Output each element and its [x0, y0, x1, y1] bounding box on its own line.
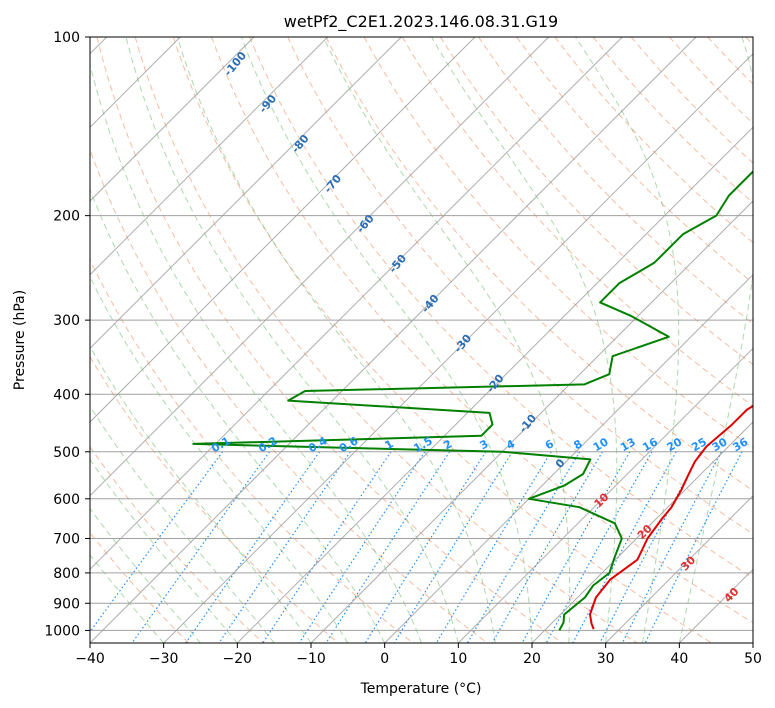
isotherm-line — [90, 37, 476, 423]
moist-adiabat — [90, 554, 165, 643]
mixing-ratio-line — [572, 451, 677, 643]
dry-adiabat — [90, 258, 414, 643]
mixing-ratio-line — [491, 451, 604, 643]
isotherm-line — [163, 52, 753, 643]
moist-adiabat — [90, 507, 201, 643]
mixing-ratio-line — [545, 451, 653, 643]
dry-adiabat — [287, 37, 753, 535]
plot-background — [90, 37, 753, 643]
dry-adiabat — [90, 355, 339, 643]
isotherm-line — [90, 37, 402, 350]
moist-adiabat — [90, 188, 386, 643]
mixing-ratio-line — [185, 451, 321, 643]
mixing-ratio-line — [131, 451, 271, 643]
y-tick-label: 600 — [53, 492, 80, 508]
moist-adiabat — [678, 37, 753, 643]
moist-adiabat — [575, 37, 680, 643]
background-lines — [90, 37, 753, 643]
mixing-ratio-line — [364, 451, 487, 643]
dry-adiabat — [592, 37, 753, 204]
mixing-ratio-line — [393, 451, 513, 643]
y-tick-label: 900 — [53, 596, 80, 612]
dry-adiabat — [401, 37, 753, 407]
y-tick-label: 300 — [53, 313, 80, 329]
mixing-ratio-line — [218, 451, 351, 643]
y-tick-label: 500 — [53, 445, 80, 461]
dewpoint-line — [192, 170, 753, 631]
x-axis-label: Temperature (°C) — [360, 681, 482, 697]
moist-adiabat — [90, 405, 275, 643]
y-tick-label: 800 — [53, 566, 80, 582]
isotherm-line — [457, 347, 753, 643]
isotherm-line — [605, 494, 753, 643]
isotherm-line — [310, 200, 753, 643]
x-tick-label: −20 — [223, 651, 253, 667]
plot-frame — [89, 36, 754, 644]
isotherm-line — [90, 37, 255, 202]
dry-adiabat — [96, 37, 563, 643]
dry-adiabat — [554, 37, 753, 244]
mixing-ratio-line — [466, 451, 581, 643]
moist-adiabat — [431, 37, 618, 643]
isotherm-line — [236, 126, 753, 643]
x-tick-label: −40 — [75, 651, 105, 667]
x-tick-label: −30 — [149, 651, 179, 667]
y-tick-label: 200 — [53, 209, 80, 225]
mixing-ratio-line — [621, 451, 722, 643]
chart-title: wetPf2_C2E1.2023.146.08.31.G19 — [284, 12, 558, 32]
x-tick-label: 10 — [449, 651, 467, 667]
axis-ticks: −40 −30 −20 −10 0 10 20 30 40 50 100 200 300 400 500 60… — [44, 30, 762, 667]
dry-adiabat — [211, 37, 753, 624]
isotherm-line — [384, 273, 753, 643]
dry-adiabat — [439, 37, 753, 366]
moist-adiabat — [90, 275, 349, 643]
dry-adiabat — [249, 37, 753, 579]
isotherm-line — [90, 37, 550, 497]
moist-adiabat — [323, 37, 571, 643]
isotherm-line — [90, 37, 329, 276]
y-tick-label: 400 — [53, 387, 80, 403]
moist-adiabat — [90, 458, 238, 643]
temperature-line — [589, 404, 753, 630]
x-tick-label: 30 — [597, 651, 615, 667]
isotherm-line — [90, 37, 697, 643]
moist-adiabat — [125, 37, 459, 643]
moist-adiabat — [90, 62, 422, 643]
x-tick-label: −10 — [296, 651, 326, 667]
moist-adiabat — [176, 37, 496, 643]
y-tick-label: 100 — [53, 30, 80, 46]
y-tick-label: 1000 — [44, 623, 80, 639]
moist-adiabat — [240, 37, 533, 643]
x-tick-label: 0 — [380, 651, 389, 667]
isotherm-line — [752, 642, 753, 643]
dry-adiabat — [90, 445, 264, 643]
dry-adiabat — [172, 37, 712, 643]
mixing-ratio-line — [521, 451, 631, 643]
y-tick-label: 700 — [53, 532, 80, 548]
y-axis-label: Pressure (hPa) — [12, 290, 28, 390]
x-tick-label: 50 — [744, 651, 762, 667]
x-tick-label: 20 — [523, 651, 541, 667]
mixing-ratio-line — [262, 451, 392, 643]
mixing-ratio-line — [644, 451, 743, 643]
x-tick-label: 40 — [670, 651, 688, 667]
mixing-ratio-line — [435, 451, 552, 643]
dry-adiabat — [325, 37, 753, 492]
sounding-series — [192, 170, 753, 631]
dry-adiabat — [134, 37, 638, 643]
isotherm-line — [90, 37, 623, 571]
isotherm-line — [531, 421, 753, 643]
